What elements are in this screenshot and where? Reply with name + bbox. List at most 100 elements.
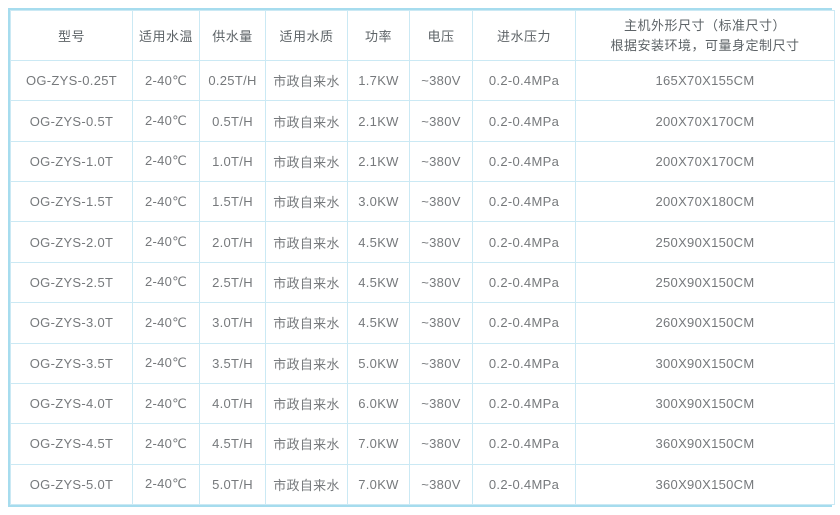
cell-voltage: ~380V	[409, 181, 473, 223]
cell-water-temp: 2-40℃	[132, 302, 200, 344]
header-row: 型号 适用水温 供水量 适用水质 功率 电压 进水压力 主机外形尺寸（标准尺寸）…	[10, 10, 835, 61]
cell-model: OG-ZYS-5.0T	[10, 463, 133, 506]
cell-supply-volume: 2.0T/H	[199, 221, 266, 263]
cell-supply-volume: 4.5T/H	[199, 423, 266, 465]
cell-voltage: ~380V	[409, 342, 473, 384]
col-header-dimensions: 主机外形尺寸（标准尺寸） 根据安装环境，可量身定制尺寸	[575, 10, 835, 61]
cell-power: 4.5KW	[347, 221, 410, 263]
cell-dimensions: 200X70X170CM	[575, 140, 835, 183]
cell-power: 2.1KW	[347, 100, 410, 142]
cell-dimensions: 300X90X150CM	[575, 382, 835, 425]
cell-water-temp: 2-40℃	[132, 463, 200, 506]
spec-row: OG-ZYS-4.5T 2-40℃ 4.5T/H 市政自来水 7.0KW ~380V 0.2…	[10, 423, 835, 465]
cell-water-temp: 2-40℃	[132, 100, 200, 142]
cell-power: 7.0KW	[347, 463, 410, 506]
cell-supply-volume: 4.0T/H	[199, 382, 266, 425]
cell-supply-volume: 0.5T/H	[199, 100, 266, 142]
col-header-power: 功率	[347, 10, 410, 61]
spec-row: OG-ZYS-5.0T 2-40℃ 5.0T/H 市政自来水 7.0KW ~380V 0.2…	[10, 463, 835, 506]
cell-inlet-pressure: 0.2-0.4MPa	[472, 140, 576, 183]
cell-voltage: ~380V	[409, 423, 473, 465]
cell-supply-volume: 5.0T/H	[199, 463, 266, 506]
cell-inlet-pressure: 0.2-0.4MPa	[472, 342, 576, 384]
cell-dimensions: 260X90X150CM	[575, 302, 835, 344]
col-header-inlet-pressure: 进水压力	[472, 10, 576, 61]
spec-row: OG-ZYS-2.0T 2-40℃ 2.0T/H 市政自来水 4.5KW ~380V 0.2…	[10, 221, 835, 263]
cell-water-quality: 市政自来水	[265, 221, 348, 263]
cell-model: OG-ZYS-3.0T	[10, 302, 133, 344]
cell-voltage: ~380V	[409, 59, 473, 102]
cell-power: 7.0KW	[347, 423, 410, 465]
cell-water-quality: 市政自来水	[265, 382, 348, 425]
cell-power: 5.0KW	[347, 342, 410, 384]
cell-water-temp: 2-40℃	[132, 140, 200, 183]
cell-dimensions: 360X90X150CM	[575, 463, 835, 506]
cell-water-quality: 市政自来水	[265, 261, 348, 304]
cell-dimensions: 360X90X150CM	[575, 423, 835, 465]
col-header-water-temp: 适用水温	[132, 10, 200, 61]
cell-voltage: ~380V	[409, 140, 473, 183]
spec-table-body: OG-ZYS-0.25T 2-40℃ 0.25T/H 市政自来水 1.7KW ~380V 0…	[10, 59, 835, 506]
cell-dimensions: 165X70X155CM	[575, 59, 835, 102]
spec-row: OG-ZYS-0.25T 2-40℃ 0.25T/H 市政自来水 1.7KW ~380V 0…	[10, 59, 835, 102]
cell-inlet-pressure: 0.2-0.4MPa	[472, 423, 576, 465]
cell-voltage: ~380V	[409, 302, 473, 344]
cell-water-temp: 2-40℃	[132, 342, 200, 384]
cell-inlet-pressure: 0.2-0.4MPa	[472, 382, 576, 425]
cell-power: 3.0KW	[347, 181, 410, 223]
cell-inlet-pressure: 0.2-0.4MPa	[472, 100, 576, 142]
cell-water-quality: 市政自来水	[265, 59, 348, 102]
cell-supply-volume: 2.5T/H	[199, 261, 266, 304]
cell-supply-volume: 1.5T/H	[199, 181, 266, 223]
col-header-supply-volume: 供水量	[199, 10, 266, 61]
cell-water-temp: 2-40℃	[132, 181, 200, 223]
cell-water-temp: 2-40℃	[132, 221, 200, 263]
cell-supply-volume: 3.5T/H	[199, 342, 266, 384]
cell-voltage: ~380V	[409, 463, 473, 506]
cell-inlet-pressure: 0.2-0.4MPa	[472, 221, 576, 263]
cell-model: OG-ZYS-4.0T	[10, 382, 133, 425]
cell-power: 6.0KW	[347, 382, 410, 425]
cell-model: OG-ZYS-4.5T	[10, 423, 133, 465]
cell-inlet-pressure: 0.2-0.4MPa	[472, 463, 576, 506]
cell-water-temp: 2-40℃	[132, 382, 200, 425]
cell-power: 1.7KW	[347, 59, 410, 102]
cell-inlet-pressure: 0.2-0.4MPa	[472, 302, 576, 344]
cell-voltage: ~380V	[409, 221, 473, 263]
spec-row: OG-ZYS-0.5T 2-40℃ 0.5T/H 市政自来水 2.1KW ~380V 0.2…	[10, 100, 835, 142]
cell-model: OG-ZYS-2.0T	[10, 221, 133, 263]
cell-water-temp: 2-40℃	[132, 261, 200, 304]
spec-row: OG-ZYS-3.5T 2-40℃ 3.5T/H 市政自来水 5.0KW ~380V 0.2…	[10, 342, 835, 384]
cell-dimensions: 200X70X170CM	[575, 100, 835, 142]
cell-model: OG-ZYS-2.5T	[10, 261, 133, 304]
cell-power: 4.5KW	[347, 302, 410, 344]
cell-water-quality: 市政自来水	[265, 140, 348, 183]
col-header-water-quality: 适用水质	[265, 10, 348, 61]
dimensions-header-line2: 根据安装环境，可量身定制尺寸	[610, 37, 800, 53]
spec-row: OG-ZYS-3.0T 2-40℃ 3.0T/H 市政自来水 4.5KW ~380V 0.2…	[10, 302, 835, 344]
cell-dimensions: 300X90X150CM	[575, 342, 835, 384]
cell-water-quality: 市政自来水	[265, 181, 348, 223]
spec-row: OG-ZYS-2.5T 2-40℃ 2.5T/H 市政自来水 4.5KW ~380V 0.2…	[10, 261, 835, 304]
spec-table: 型号 适用水温 供水量 适用水质 功率 电压 进水压力 主机外形尺寸（标准尺寸）…	[10, 10, 835, 506]
cell-water-temp: 2-40℃	[132, 59, 200, 102]
cell-power: 4.5KW	[347, 261, 410, 304]
cell-model: OG-ZYS-1.5T	[10, 181, 133, 223]
cell-dimensions: 200X70X180CM	[575, 181, 835, 223]
cell-water-temp: 2-40℃	[132, 423, 200, 465]
cell-voltage: ~380V	[409, 382, 473, 425]
cell-supply-volume: 1.0T/H	[199, 140, 266, 183]
cell-model: OG-ZYS-0.25T	[10, 59, 133, 102]
cell-inlet-pressure: 0.2-0.4MPa	[472, 261, 576, 304]
spec-table-container: 型号 适用水温 供水量 适用水质 功率 电压 进水压力 主机外形尺寸（标准尺寸）…	[8, 8, 835, 507]
cell-supply-volume: 3.0T/H	[199, 302, 266, 344]
cell-model: OG-ZYS-3.5T	[10, 342, 133, 384]
col-header-voltage: 电压	[409, 10, 473, 61]
cell-inlet-pressure: 0.2-0.4MPa	[472, 181, 576, 223]
cell-model: OG-ZYS-0.5T	[10, 100, 133, 142]
spec-row: OG-ZYS-1.0T 2-40℃ 1.0T/H 市政自来水 2.1KW ~380V 0.2…	[10, 140, 835, 183]
spec-row: OG-ZYS-4.0T 2-40℃ 4.0T/H 市政自来水 6.0KW ~380V 0.2…	[10, 382, 835, 425]
spec-row: OG-ZYS-1.5T 2-40℃ 1.5T/H 市政自来水 3.0KW ~380V 0.2…	[10, 181, 835, 223]
cell-power: 2.1KW	[347, 140, 410, 183]
cell-inlet-pressure: 0.2-0.4MPa	[472, 59, 576, 102]
